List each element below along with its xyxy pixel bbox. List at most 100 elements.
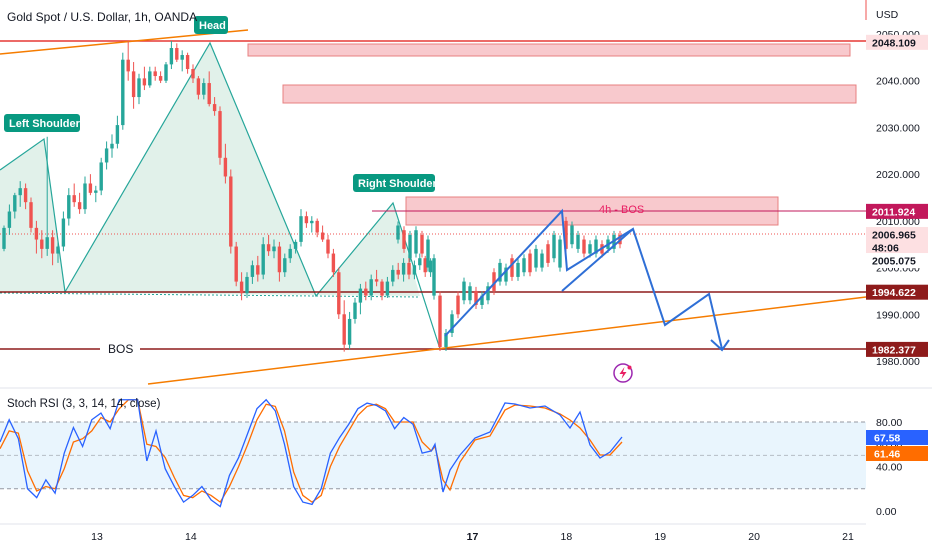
time-tick-label: 14 (185, 531, 197, 543)
candle-body (420, 234, 424, 254)
candle-body (498, 262, 502, 282)
candle-body (432, 258, 436, 296)
price-tag: 2048.109 (872, 37, 916, 49)
candle-body (50, 237, 55, 254)
candle-body (299, 216, 303, 242)
candle-body (196, 78, 201, 95)
bos-label-bg (100, 342, 140, 356)
projection-arrowhead (710, 339, 730, 352)
candle-body (414, 230, 418, 254)
price-tag-bg (866, 227, 928, 243)
candle-body (245, 276, 249, 294)
candle-body (7, 211, 12, 228)
candle-body (570, 225, 574, 245)
candle-body (450, 314, 454, 333)
candle-body (522, 258, 526, 273)
candle-body (277, 246, 282, 273)
candle-body (13, 195, 17, 212)
stoch-k-line (0, 398, 623, 508)
pattern-fill (0, 43, 420, 296)
candle-body (528, 253, 532, 273)
candle-body (423, 258, 427, 273)
candle-body (444, 332, 448, 347)
candle-body (380, 281, 384, 296)
candle-body (283, 258, 287, 273)
candle-body (369, 279, 373, 296)
price-tag-bg (866, 341, 928, 357)
price-tick-label: 2030.000 (876, 122, 920, 134)
candle-body (396, 225, 400, 240)
candle-body (558, 239, 562, 268)
right-shoulder-label: Right Shoulder (358, 178, 438, 190)
candle-body (61, 218, 66, 247)
head-label-bg (194, 16, 228, 34)
head-label: Head (199, 20, 226, 32)
candle-body (374, 279, 379, 282)
candle-body (426, 239, 430, 268)
candle-body (288, 248, 292, 259)
candle-body (576, 234, 580, 249)
candle-body (72, 195, 76, 203)
time-tick-label: 17 (467, 531, 479, 543)
candle-body (131, 71, 136, 98)
time-axis[interactable]: 13 14 17 18 19 20 21 (91, 531, 854, 543)
candle-body (175, 48, 179, 60)
projection-path (444, 208, 730, 352)
candle-body (99, 162, 103, 191)
bos-4h-label: 4h - BOS (599, 204, 644, 216)
projection-forecast (561, 227, 723, 350)
candle-body (304, 216, 309, 224)
stoch-d-line (0, 399, 623, 504)
candle-body (77, 202, 82, 210)
time-tick-label: 20 (748, 531, 760, 543)
candle-body (223, 157, 228, 177)
left-shoulder-label-bg (4, 114, 80, 132)
candle-body (326, 239, 330, 254)
stoch-k-tag: 67.58 (874, 433, 900, 445)
stoch-k-tag-bg (866, 430, 928, 445)
candle-body (412, 265, 417, 275)
candle-body (83, 183, 87, 210)
candle-body (56, 246, 60, 254)
candle-body (408, 234, 412, 259)
stoch-tick-label: 0.00 (876, 506, 897, 518)
candle-body (126, 59, 130, 72)
candle-body (468, 286, 472, 301)
candle-body (407, 262, 411, 275)
head-and-shoulders-pattern (0, 41, 441, 350)
candle-body (23, 188, 28, 203)
candle-body (104, 148, 109, 163)
candle-body (239, 281, 244, 294)
candle-body (402, 230, 406, 249)
candle-body (320, 232, 325, 240)
candle-body (582, 239, 586, 254)
candle-body (164, 64, 168, 81)
candle-body (396, 269, 400, 275)
candle-body (261, 244, 265, 275)
price-tag: 2006.965 (872, 230, 916, 242)
candle-body (2, 227, 6, 249)
candle-body (88, 183, 93, 193)
candle-body (342, 314, 346, 345)
candle-body (293, 241, 298, 249)
flash-icon[interactable] (613, 363, 633, 383)
candle-body (486, 286, 490, 301)
candle-body (480, 295, 484, 305)
supply-zone-upper (282, 84, 857, 104)
candle-body (331, 253, 336, 273)
candle-body (94, 190, 98, 193)
time-tick-label: 13 (91, 531, 103, 543)
price-tag: 2005.075 (872, 256, 916, 268)
candle-body (347, 318, 352, 345)
price-tag: 1982.377 (872, 344, 916, 356)
price-tag-bg (866, 284, 928, 300)
currency-label: USD (876, 9, 899, 21)
candle-body (180, 55, 184, 60)
candle-body (18, 188, 22, 196)
candle-body (191, 69, 195, 79)
chart-title: Gold Spot / U.S. Dollar, 1h, OANDA (7, 10, 197, 24)
